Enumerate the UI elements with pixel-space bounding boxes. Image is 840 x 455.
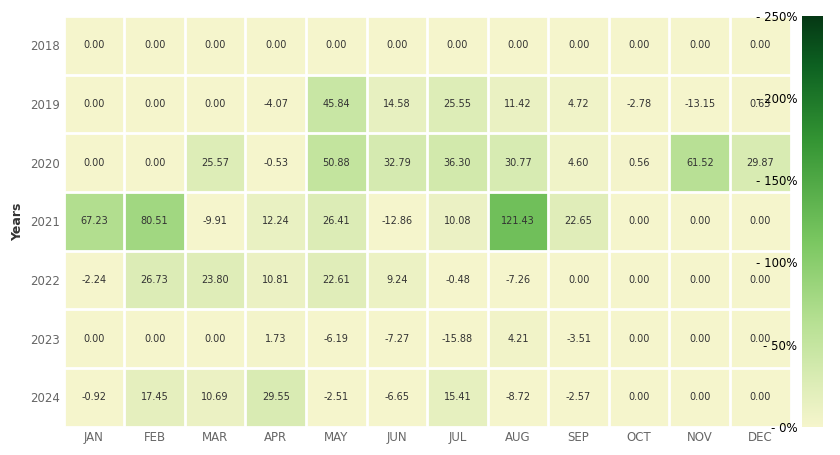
Text: 11.42: 11.42 bbox=[504, 99, 532, 109]
Text: 0.00: 0.00 bbox=[689, 40, 711, 51]
Text: -7.26: -7.26 bbox=[506, 275, 531, 285]
Text: 0.00: 0.00 bbox=[83, 158, 105, 168]
Text: 4.60: 4.60 bbox=[568, 158, 590, 168]
Text: 29.87: 29.87 bbox=[747, 158, 774, 168]
Text: 25.57: 25.57 bbox=[201, 158, 229, 168]
Text: -2.57: -2.57 bbox=[566, 392, 591, 402]
Text: 0.56: 0.56 bbox=[628, 158, 650, 168]
Text: 0.00: 0.00 bbox=[83, 99, 105, 109]
Text: -7.27: -7.27 bbox=[384, 334, 410, 344]
Text: 12.24: 12.24 bbox=[262, 217, 290, 227]
Text: 10.08: 10.08 bbox=[444, 217, 471, 227]
Text: -3.51: -3.51 bbox=[566, 334, 591, 344]
Text: -8.72: -8.72 bbox=[506, 392, 531, 402]
Text: 45.84: 45.84 bbox=[323, 99, 350, 109]
Text: 23.80: 23.80 bbox=[202, 275, 229, 285]
Text: 0.00: 0.00 bbox=[749, 334, 771, 344]
Text: -0.48: -0.48 bbox=[445, 275, 470, 285]
Text: -0.92: -0.92 bbox=[81, 392, 107, 402]
Text: 0.00: 0.00 bbox=[447, 40, 468, 51]
Text: 0.00: 0.00 bbox=[204, 334, 226, 344]
Text: 0.00: 0.00 bbox=[749, 275, 771, 285]
Text: 0.00: 0.00 bbox=[204, 99, 226, 109]
Text: 0.00: 0.00 bbox=[568, 40, 590, 51]
Text: 22.61: 22.61 bbox=[323, 275, 350, 285]
Text: 121.43: 121.43 bbox=[501, 217, 535, 227]
Text: 0.00: 0.00 bbox=[144, 158, 165, 168]
Text: -4.07: -4.07 bbox=[263, 99, 288, 109]
Text: -15.88: -15.88 bbox=[442, 334, 473, 344]
Text: 0.00: 0.00 bbox=[628, 334, 650, 344]
Text: 25.55: 25.55 bbox=[444, 99, 471, 109]
Text: 0.00: 0.00 bbox=[144, 99, 165, 109]
Text: 0.00: 0.00 bbox=[386, 40, 407, 51]
Text: -13.15: -13.15 bbox=[685, 99, 716, 109]
Text: -6.19: -6.19 bbox=[324, 334, 349, 344]
Text: 30.77: 30.77 bbox=[504, 158, 532, 168]
Text: 0.00: 0.00 bbox=[689, 392, 711, 402]
Text: 0.00: 0.00 bbox=[507, 40, 528, 51]
Text: 14.58: 14.58 bbox=[383, 99, 411, 109]
Text: 0.00: 0.00 bbox=[628, 392, 650, 402]
Text: 15.41: 15.41 bbox=[444, 392, 471, 402]
Text: 29.55: 29.55 bbox=[262, 392, 290, 402]
Text: 26.73: 26.73 bbox=[140, 275, 169, 285]
Text: 10.69: 10.69 bbox=[202, 392, 229, 402]
Text: 61.52: 61.52 bbox=[686, 158, 714, 168]
Text: 0.00: 0.00 bbox=[83, 334, 105, 344]
Text: 0.00: 0.00 bbox=[628, 275, 650, 285]
Text: -12.86: -12.86 bbox=[381, 217, 412, 227]
Text: 4.72: 4.72 bbox=[568, 99, 590, 109]
Text: 0.00: 0.00 bbox=[326, 40, 347, 51]
Text: -9.91: -9.91 bbox=[202, 217, 228, 227]
Text: 0.63: 0.63 bbox=[749, 99, 771, 109]
Text: 32.79: 32.79 bbox=[383, 158, 411, 168]
Text: 9.24: 9.24 bbox=[386, 275, 407, 285]
Text: -0.53: -0.53 bbox=[263, 158, 288, 168]
Y-axis label: Years: Years bbox=[11, 202, 24, 241]
Text: 80.51: 80.51 bbox=[141, 217, 168, 227]
Text: 0.00: 0.00 bbox=[628, 40, 650, 51]
Text: 26.41: 26.41 bbox=[323, 217, 350, 227]
Text: 0.00: 0.00 bbox=[749, 217, 771, 227]
Text: -6.65: -6.65 bbox=[385, 392, 409, 402]
Text: 0.00: 0.00 bbox=[689, 334, 711, 344]
Text: -2.78: -2.78 bbox=[627, 99, 652, 109]
Text: 10.81: 10.81 bbox=[262, 275, 290, 285]
Text: 0.00: 0.00 bbox=[628, 217, 650, 227]
Text: 0.00: 0.00 bbox=[83, 40, 105, 51]
Text: -2.24: -2.24 bbox=[81, 275, 107, 285]
Text: 0.00: 0.00 bbox=[204, 40, 226, 51]
Text: 0.00: 0.00 bbox=[568, 275, 590, 285]
Text: 0.00: 0.00 bbox=[689, 275, 711, 285]
Text: 0.00: 0.00 bbox=[749, 40, 771, 51]
Text: 50.88: 50.88 bbox=[323, 158, 350, 168]
Text: 0.00: 0.00 bbox=[144, 334, 165, 344]
Text: 0.00: 0.00 bbox=[144, 40, 165, 51]
Text: -2.51: -2.51 bbox=[323, 392, 349, 402]
Text: 22.65: 22.65 bbox=[564, 217, 592, 227]
Text: 67.23: 67.23 bbox=[80, 217, 108, 227]
Text: 0.00: 0.00 bbox=[265, 40, 286, 51]
Text: 4.21: 4.21 bbox=[507, 334, 529, 344]
Text: 1.73: 1.73 bbox=[265, 334, 286, 344]
Text: 17.45: 17.45 bbox=[140, 392, 169, 402]
Text: 36.30: 36.30 bbox=[444, 158, 471, 168]
Text: 0.00: 0.00 bbox=[749, 392, 771, 402]
Text: 0.00: 0.00 bbox=[689, 217, 711, 227]
